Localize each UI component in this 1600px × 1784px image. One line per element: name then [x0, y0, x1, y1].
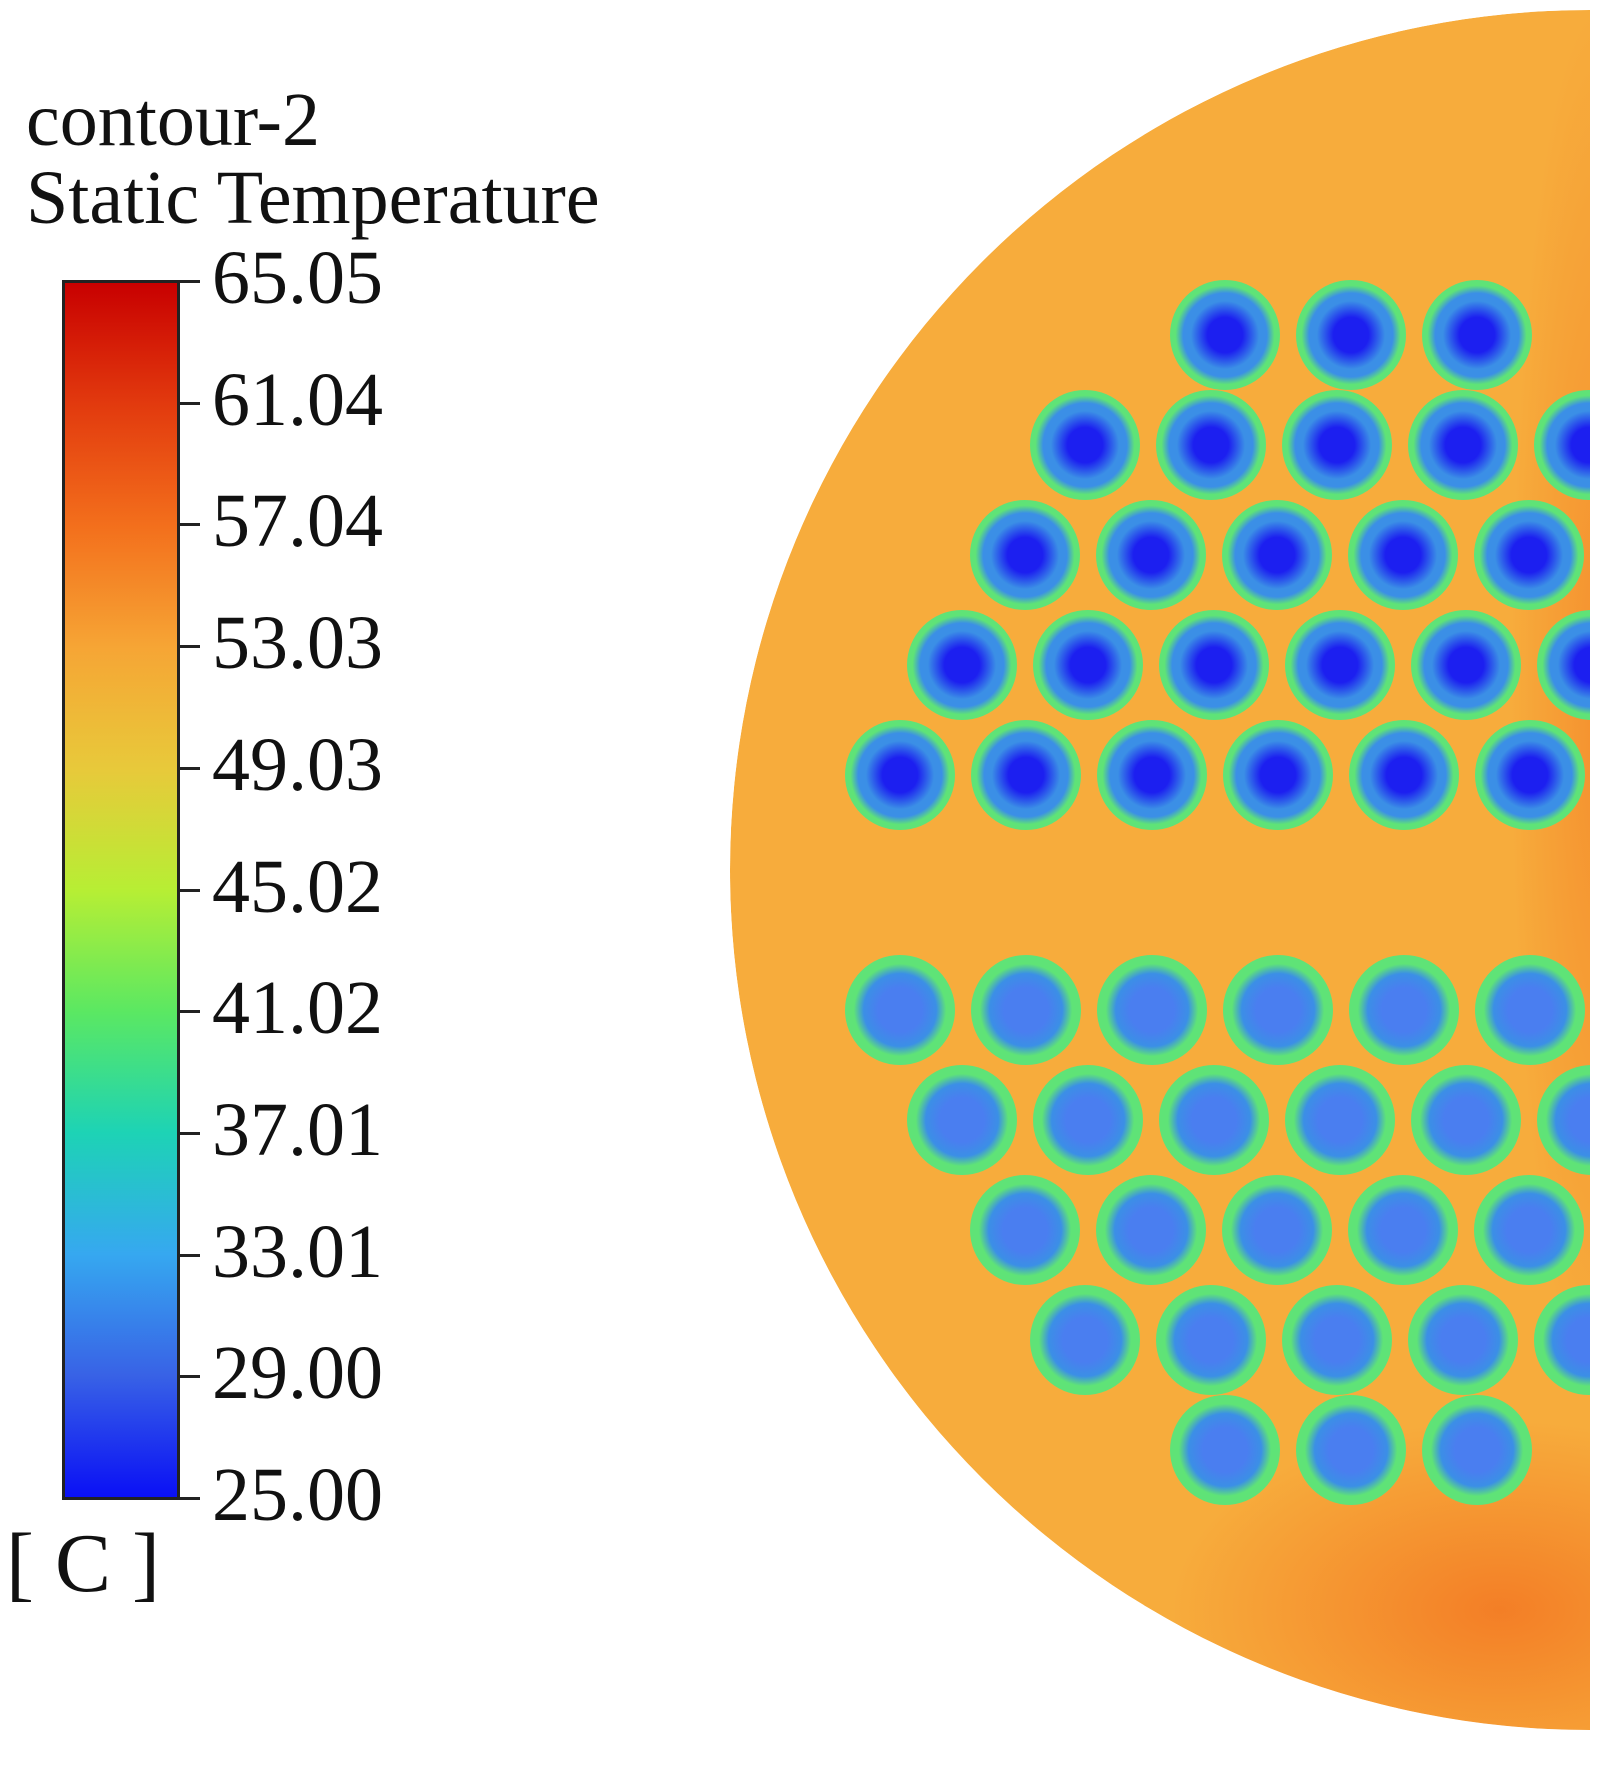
- colorbar-tick-mark: [178, 1131, 200, 1135]
- tube-lower: [1537, 1065, 1590, 1175]
- legend-title-contour: contour-2: [26, 78, 320, 162]
- colorbar-tick-mark: [178, 1375, 200, 1379]
- tube-lower: [1349, 955, 1459, 1065]
- tube-lower: [1030, 1285, 1140, 1395]
- colorbar-tick-label: 53.03: [212, 601, 383, 686]
- tube-lower: [1285, 1065, 1395, 1175]
- colorbar-tick-mark: [178, 1497, 200, 1500]
- tube-upper: [1475, 720, 1585, 830]
- tube-upper: [1285, 610, 1395, 720]
- tube-upper: [1349, 720, 1459, 830]
- colorbar-tick-label: 45.02: [212, 844, 383, 929]
- tube-upper: [1097, 720, 1207, 830]
- tube-lower: [1223, 955, 1333, 1065]
- tube-lower: [1156, 1285, 1266, 1395]
- colorbar-tick-label: 29.00: [212, 1331, 383, 1416]
- tube-lower: [1348, 1175, 1458, 1285]
- tube-upper: [1033, 610, 1143, 720]
- colorbar-tick-mark: [178, 280, 200, 283]
- colorbar-tick-mark: [178, 1253, 200, 1257]
- tube-lower: [970, 1175, 1080, 1285]
- tube-lower: [1159, 1065, 1269, 1175]
- tube-upper: [907, 610, 1017, 720]
- tube-upper: [1282, 390, 1392, 500]
- tube-upper: [971, 720, 1081, 830]
- tube-lower: [1408, 1285, 1518, 1395]
- tube-lower: [1097, 955, 1207, 1065]
- tube-upper: [1411, 610, 1521, 720]
- colorbar-tick-label: 61.04: [212, 357, 383, 442]
- tube-lower: [1474, 1175, 1584, 1285]
- tube-upper: [1296, 280, 1406, 390]
- colorbar-tick-label: 65.05: [212, 236, 383, 320]
- tube-upper: [1537, 610, 1590, 720]
- colorbar: [62, 280, 180, 1500]
- legend: contour-2 Static Temperature 65.05 61.04 5…: [0, 0, 700, 1784]
- colorbar-tick-mark: [178, 523, 200, 527]
- tube-lower: [1534, 1285, 1590, 1395]
- colorbar-tick-label: 33.01: [212, 1209, 383, 1294]
- tube-upper: [1474, 500, 1584, 610]
- colorbar-tick-label: 37.01: [212, 1087, 383, 1172]
- tube-upper: [1348, 500, 1458, 610]
- tube-lower: [1282, 1285, 1392, 1395]
- tube-upper: [1408, 390, 1518, 500]
- tube-lower: [1411, 1065, 1521, 1175]
- temperature-contour-plot: [730, 10, 1590, 1730]
- tube-upper: [1223, 720, 1333, 830]
- colorbar-tick-mark: [178, 1010, 200, 1014]
- tube-upper: [1156, 390, 1266, 500]
- tube-lower: [971, 955, 1081, 1065]
- colorbar-tick-mark: [178, 401, 200, 405]
- tube-lower: [1296, 1395, 1406, 1505]
- tube-bundle: [845, 280, 1590, 1505]
- tube-upper: [1222, 500, 1332, 610]
- tube-upper: [845, 720, 955, 830]
- tube-upper: [1534, 390, 1590, 500]
- tube-upper: [1422, 280, 1532, 390]
- legend-title-variable: Static Temperature: [26, 156, 600, 240]
- colorbar-tick-mark: [178, 766, 200, 770]
- shell-region: [730, 10, 1590, 1730]
- tube-upper: [1170, 280, 1280, 390]
- colorbar-tick-label: 25.00: [212, 1453, 383, 1537]
- tube-lower: [1033, 1065, 1143, 1175]
- tube-lower: [1170, 1395, 1280, 1505]
- colorbar-tick-label: 41.02: [212, 966, 383, 1051]
- colorbar-tick-mark: [178, 888, 200, 892]
- tube-lower: [1222, 1175, 1332, 1285]
- unit-label: [ C ]: [6, 1517, 160, 1610]
- tube-lower: [1475, 955, 1585, 1065]
- tube-lower: [1422, 1395, 1532, 1505]
- tube-lower: [907, 1065, 1017, 1175]
- tube-upper: [1159, 610, 1269, 720]
- tube-lower: [845, 955, 955, 1065]
- colorbar-tick-label: 49.03: [212, 722, 383, 807]
- tube-upper: [1096, 500, 1206, 610]
- tube-upper: [1030, 390, 1140, 500]
- tube-upper: [970, 500, 1080, 610]
- tube-lower: [1096, 1175, 1206, 1285]
- colorbar-tick-label: 57.04: [212, 479, 383, 564]
- colorbar-tick-mark: [178, 645, 200, 649]
